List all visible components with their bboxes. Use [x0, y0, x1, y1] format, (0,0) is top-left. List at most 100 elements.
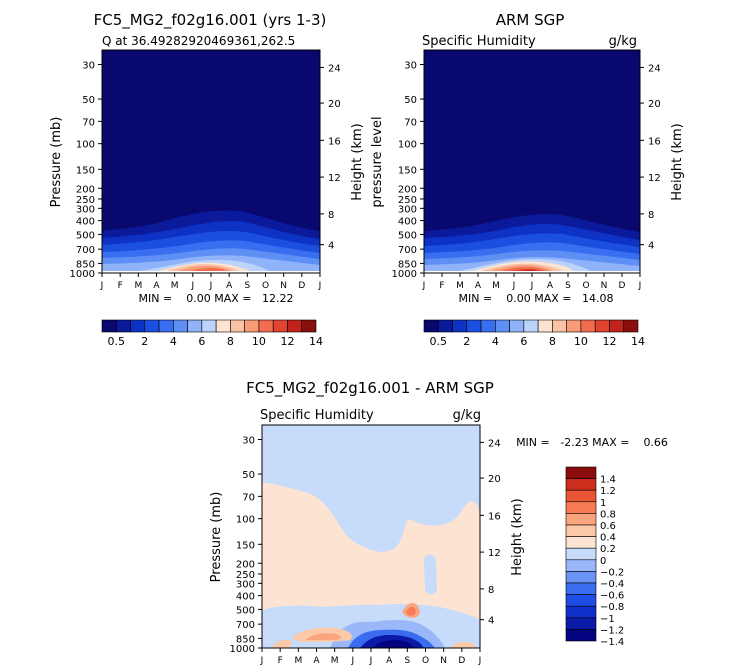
panel-diff-field [262, 425, 480, 648]
panel-model-ylabel: Pressure (mb) [49, 117, 64, 208]
colorbar-label: 1 [600, 498, 606, 509]
y-tick-label: 50 [82, 95, 95, 106]
colorbar-label: 0.5 [430, 335, 448, 348]
colorbar-swatch [565, 571, 597, 584]
x-tick-label: M [331, 656, 339, 666]
colorbar-label: 0.8 [600, 509, 616, 520]
panel-diff-ylabel-right: Height (km) [510, 498, 525, 575]
colorbar-swatch [565, 501, 597, 514]
colorbar-label: 6 [198, 335, 205, 348]
x-tick-label: D [458, 656, 465, 666]
x-tick-label: J [260, 656, 264, 666]
panel-obs-minmax: MIN = 0.00 MAX = 14.08 [459, 292, 614, 305]
y-tick-label: 850 [76, 259, 95, 270]
colorbar-swatch [565, 582, 597, 595]
y-tick-label: 150 [398, 165, 417, 176]
colorbar-diff: 1.41.210.80.60.40.20−0.2−0.4−0.6−0.8−1−1… [565, 466, 624, 648]
panel-obs-left-label: Specific Humidity [422, 34, 536, 49]
colorbar-swatch [565, 536, 597, 549]
colorbar-label: −0.8 [600, 602, 624, 613]
y2-tick-label: 16 [648, 136, 661, 147]
y-tick-label: 100 [76, 140, 95, 151]
x-tick-label: J [100, 281, 104, 291]
colorbar-label: 10 [252, 335, 266, 348]
colorbar-label: 2 [141, 335, 148, 348]
y-tick-label: 400 [398, 217, 417, 228]
colorbar-label: 6 [520, 335, 527, 348]
y-tick-label: 300 [76, 204, 95, 215]
panel-model: FC5_MG2_f02g16.001 (yrs 1-3) Q at 36.492… [49, 11, 365, 305]
x-tick-label: F [118, 281, 123, 291]
y-tick-label: 850 [236, 634, 255, 645]
y-tick-label: 250 [398, 195, 417, 206]
colorbar-swatch [272, 319, 288, 333]
panel-obs: ARM SGP Specific Humidity g/kg 30 50 70 100… [370, 11, 685, 305]
colorbar-swatch [437, 319, 453, 333]
y-tick-label: 150 [76, 165, 95, 176]
colorbar-swatch [565, 605, 597, 619]
y2-tick-label: 20 [488, 474, 501, 485]
y2-tick-label: 20 [648, 99, 661, 110]
x-tick-label: J [422, 281, 426, 291]
y2-tick-label: 8 [328, 210, 334, 221]
y2-tick-label: 4 [488, 616, 494, 627]
x-tick-label: D [298, 281, 305, 291]
y-tick-label: 700 [398, 245, 417, 256]
x-tick-label: S [565, 281, 571, 291]
panel-diff-left-label: Specific Humidity [260, 408, 374, 423]
x-tick-label: J [318, 281, 322, 291]
y-tick-label: 50 [404, 95, 417, 106]
panel-model-field [102, 50, 320, 273]
colorbar-swatch [101, 319, 117, 333]
y-tick-label: 100 [398, 140, 417, 151]
y-tick-label: 300 [398, 204, 417, 215]
colorbar-swatch [258, 319, 274, 333]
y2-tick-label: 4 [328, 241, 334, 252]
colorbar-swatch [565, 524, 597, 537]
y-tick-label: 70 [82, 117, 95, 128]
colorbar-swatch [580, 319, 596, 333]
x-tick-label: F [439, 281, 444, 291]
colorbar-label: 0.4 [600, 533, 616, 544]
x-tick-label: N [440, 656, 447, 666]
x-tick-label: M [171, 281, 179, 291]
x-tick-label: M [456, 281, 464, 291]
y-tick-label: 1000 [70, 269, 95, 280]
x-tick-label: A [313, 656, 320, 666]
colorbar-swatch [173, 319, 188, 333]
colorbar-swatch [244, 319, 260, 333]
x-tick-label: S [244, 281, 250, 291]
x-tick-label: M [134, 281, 142, 291]
colorbar-swatch [423, 319, 439, 333]
y-tick-label: 30 [82, 60, 95, 71]
colorbar-swatch [552, 319, 567, 333]
x-tick-label: A [475, 281, 482, 291]
colorbar-label: 14 [631, 335, 645, 348]
x-tick-label: A [153, 281, 160, 291]
x-tick-label: A [386, 656, 393, 666]
x-tick-label: O [582, 281, 589, 291]
y-tick-label: 200 [236, 559, 255, 570]
colorbar-swatch [480, 319, 496, 333]
y-tick-label: 1000 [392, 269, 417, 280]
colorbar-swatch [215, 319, 231, 333]
x-tick-label: O [422, 656, 429, 666]
x-tick-label: J [530, 281, 534, 291]
y-tick-label: 30 [404, 60, 417, 71]
x-tick-label: J [478, 656, 482, 666]
y2-tick-label: 20 [328, 99, 341, 110]
colorbar-label: 14 [309, 335, 323, 348]
colorbar-swatch [158, 319, 174, 333]
colorbar-label: −1.4 [600, 637, 624, 648]
colorbar-swatch [301, 319, 317, 333]
y2-tick-label: 12 [488, 548, 501, 559]
y2-tick-label: 24 [328, 63, 341, 74]
panel-obs-field [424, 50, 640, 273]
colorbar-swatch [201, 319, 217, 333]
colorbar-swatch [565, 478, 597, 491]
colorbar-swatch [565, 617, 597, 630]
y-tick-label: 50 [242, 470, 255, 481]
y-tick-label: 300 [236, 579, 255, 590]
y2-tick-label: 4 [648, 241, 654, 252]
